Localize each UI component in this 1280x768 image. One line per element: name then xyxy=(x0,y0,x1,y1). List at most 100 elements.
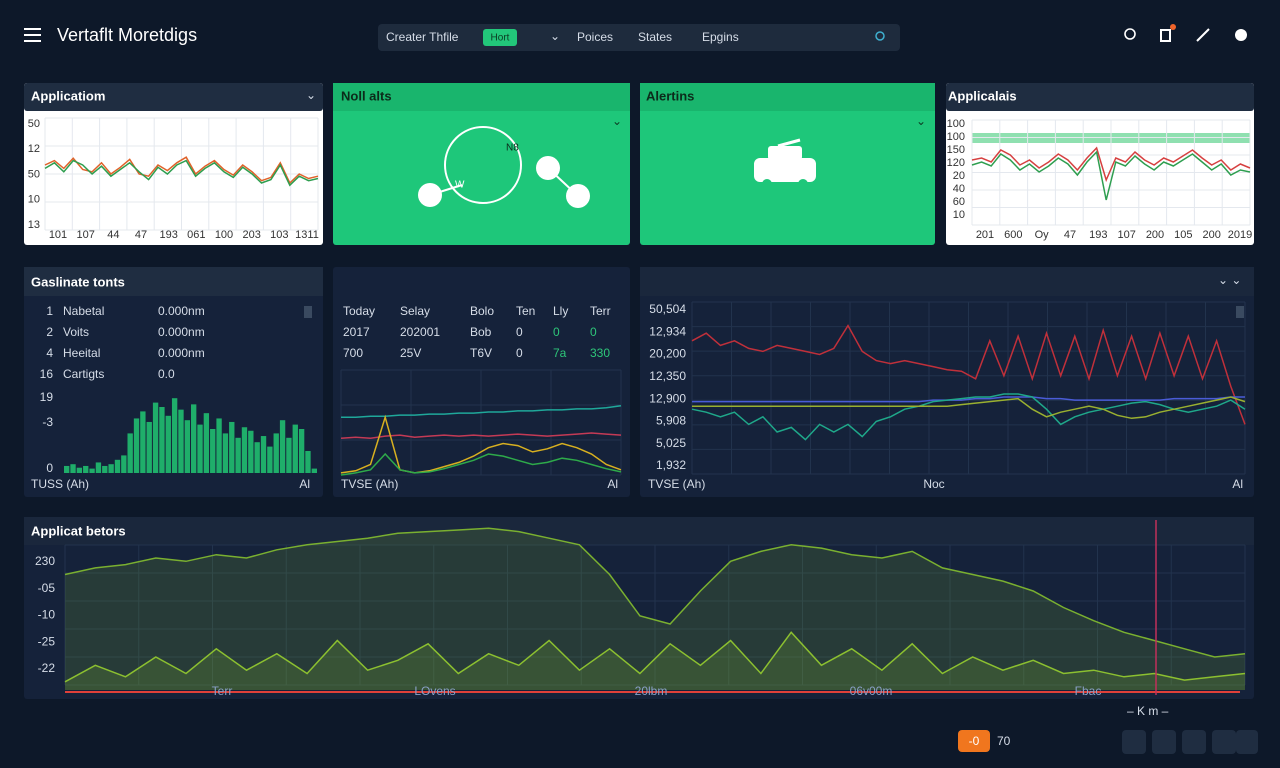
search-icon[interactable] xyxy=(875,31,885,41)
bar xyxy=(152,402,159,473)
row-name: Nabetal xyxy=(63,304,104,318)
nav-item[interactable]: Epgins xyxy=(702,30,739,44)
badge-text[interactable]: -0 xyxy=(969,734,980,748)
bar xyxy=(114,459,121,473)
table-cell: Bob xyxy=(470,325,492,339)
node xyxy=(418,183,442,207)
scroll-icon xyxy=(304,306,312,318)
axis-label: 2019 xyxy=(1228,229,1252,241)
axis-label: 12 xyxy=(28,143,40,155)
bar xyxy=(83,465,89,473)
node xyxy=(566,184,590,208)
axis-label: 600 xyxy=(1004,229,1022,241)
table-cell: 7a xyxy=(553,346,567,360)
axis-label: 230 xyxy=(35,554,55,568)
bar xyxy=(279,420,286,473)
axis-label: 19 xyxy=(40,390,54,404)
bar xyxy=(121,455,127,473)
search-text[interactable]: Creater Thfile xyxy=(386,30,459,44)
axis-label: 20lbm xyxy=(635,684,668,698)
dropdown-arrow[interactable]: ⌄ xyxy=(306,88,316,102)
alert-icon xyxy=(754,138,816,189)
axis-label: Oy xyxy=(1035,229,1050,241)
panel xyxy=(946,83,1254,245)
axis-label: 5,025 xyxy=(656,436,686,450)
bar xyxy=(254,442,260,473)
bar xyxy=(248,430,254,473)
column-header: Bolo xyxy=(470,304,494,318)
axis-label: -3 xyxy=(42,415,53,429)
bar xyxy=(216,418,222,473)
nav-item[interactable]: States xyxy=(638,30,672,44)
panel-header xyxy=(640,267,1254,296)
area xyxy=(65,632,1245,690)
control[interactable]: – K m – xyxy=(1127,704,1169,718)
footer-label: TVSE (Ah) xyxy=(341,477,398,491)
line xyxy=(691,393,1246,441)
dropdown-arrow[interactable]: ⌄ xyxy=(916,114,926,128)
notifications-icon[interactable] xyxy=(1160,29,1171,42)
panel-title: Applicatiom xyxy=(31,88,105,103)
table-cell: T6V xyxy=(470,346,492,360)
social-icons[interactable] xyxy=(1122,730,1258,754)
axis-label: 1311 xyxy=(295,229,319,241)
notification-dot xyxy=(1170,24,1176,30)
line xyxy=(340,432,622,440)
nav-item[interactable]: Poices xyxy=(577,30,613,44)
axis-label: 203 xyxy=(242,229,260,241)
bar xyxy=(229,421,235,473)
footer-label: TVSE (Ah) xyxy=(648,477,705,491)
row-name: Cartigts xyxy=(63,367,104,381)
bar xyxy=(267,446,273,473)
panel-header xyxy=(24,517,1254,545)
axis-label: 47 xyxy=(1064,229,1076,241)
row-value: 0.000nm xyxy=(158,346,205,360)
panel-title: Noll alts xyxy=(341,88,392,103)
axis-label: 20 xyxy=(953,170,965,182)
axis-label: 50 xyxy=(28,118,40,130)
axis-label: 40 xyxy=(953,183,965,195)
line xyxy=(971,146,1251,183)
edit-icon[interactable] xyxy=(1196,28,1210,42)
menu-icon[interactable] xyxy=(24,28,41,42)
profile-icon[interactable] xyxy=(1235,29,1247,41)
area xyxy=(65,528,1245,690)
column-header: Selay xyxy=(400,304,430,318)
line xyxy=(341,404,622,419)
axis-label: LOvens xyxy=(414,684,455,698)
bar xyxy=(165,415,171,473)
table-cell: 700 xyxy=(343,346,363,360)
bar xyxy=(235,437,241,473)
axis-label: 061 xyxy=(187,229,205,241)
axis-label: 100 xyxy=(947,131,965,143)
axis-label: 20,200 xyxy=(649,347,686,361)
axis-label: 06v00m xyxy=(850,684,893,698)
bar xyxy=(197,424,203,473)
axis-label: 193 xyxy=(159,229,177,241)
bar xyxy=(184,420,190,473)
count: 70 xyxy=(997,734,1011,748)
axis-label: 1,932 xyxy=(656,458,686,472)
footer-label: Al xyxy=(299,477,310,491)
bar xyxy=(222,433,229,473)
axis-label: 50,504 xyxy=(649,302,686,316)
bar xyxy=(140,411,146,473)
line xyxy=(44,159,319,187)
dropdown-arrow[interactable]: ⌄ xyxy=(612,114,622,128)
line xyxy=(692,396,1246,420)
bar xyxy=(127,433,133,473)
axis-label: 101 xyxy=(49,229,67,241)
bar xyxy=(273,433,279,473)
badge-button[interactable] xyxy=(958,730,990,752)
panel-title: Applicat betors xyxy=(31,523,126,538)
panel-header xyxy=(24,267,323,296)
dropdown-arrow[interactable]: ⌄ xyxy=(550,29,560,43)
axis-label: 5,908 xyxy=(656,414,686,428)
dropdown-arrow[interactable]: ⌄ ⌄ xyxy=(1218,273,1241,287)
row-value: 0.000nm xyxy=(158,304,205,318)
search-icon[interactable] xyxy=(1124,28,1136,40)
bar xyxy=(178,409,184,473)
app-title: Vertaflt Moretdigs xyxy=(57,25,197,45)
panel xyxy=(24,517,1254,699)
